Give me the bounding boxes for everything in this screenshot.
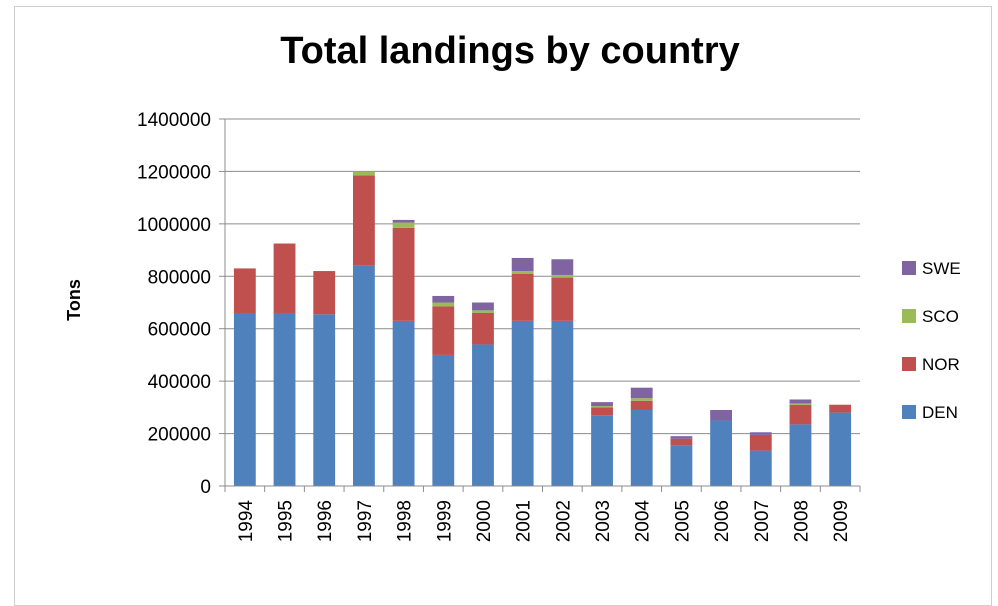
chart-title: Total landings by country (280, 30, 740, 72)
bar-sco-2004 (630, 398, 653, 401)
bar-den-2007 (749, 450, 772, 486)
bar-nor-1998 (392, 227, 415, 321)
bar-den-2009 (829, 412, 852, 486)
bar-nor-2001 (511, 273, 534, 321)
bar-sco-1997 (352, 171, 375, 176)
x-tick-label: 2002 (553, 500, 574, 542)
y-axis-label: Tons (64, 279, 84, 321)
x-tick-label: 2003 (593, 500, 614, 542)
y-tick-label: 1000000 (137, 215, 211, 236)
bar-den-2003 (591, 415, 613, 486)
x-tick-label: 1999 (434, 500, 455, 542)
bar-den-2002 (551, 320, 574, 486)
bar-nor-2005 (670, 438, 693, 446)
bar-nor-2002 (551, 277, 574, 321)
y-tick-label: 0 (200, 477, 211, 498)
legend-label-den: DEN (922, 403, 958, 422)
bar-nor-2007 (749, 434, 772, 451)
x-tick-label: 1997 (355, 500, 376, 542)
bar-den-2004 (630, 409, 653, 486)
bar-nor-1995 (273, 243, 296, 313)
bar-sco-2002 (551, 274, 574, 278)
legend-swatch-den (902, 405, 916, 419)
x-tick-label: 2006 (712, 500, 733, 542)
x-tick-labels: 1994 1995 1996 1997 1998 1999 2000 2001 2002 2003… (236, 500, 852, 543)
bar-den-2000 (472, 344, 494, 486)
bar-den-2008 (789, 424, 812, 486)
bar-den-2001 (511, 320, 534, 486)
bar-sco-2001 (511, 271, 534, 274)
bar-nor-1999 (432, 306, 455, 355)
bar-swe-2006 (710, 409, 733, 421)
bar-nor-2004 (630, 400, 653, 410)
bar-nor-2009 (829, 404, 852, 413)
bar-swe-2000 (472, 302, 494, 311)
x-tick-label: 1994 (236, 500, 257, 543)
bar-den-2005 (670, 445, 693, 486)
x-tick-label: 1996 (315, 500, 336, 542)
bar-swe-1998 (392, 219, 415, 223)
x-tick-label: 2000 (474, 500, 495, 542)
bar-sco-2008 (789, 403, 812, 405)
bar-sco-1999 (432, 302, 455, 307)
y-tick-label: 600000 (148, 320, 211, 341)
bar-sco-2000 (472, 310, 494, 313)
legend-swatch-sco (902, 309, 916, 323)
bar-swe-2008 (789, 399, 812, 404)
x-tick-label: 2001 (514, 500, 535, 542)
bar-swe-2001 (511, 257, 534, 272)
x-tick-label: 2005 (672, 500, 693, 542)
bar-den-1996 (313, 314, 336, 486)
bar-den-1995 (273, 312, 296, 486)
bar-den-1998 (392, 320, 415, 486)
bar-den-2006 (710, 420, 733, 486)
axes (224, 119, 861, 492)
bar-swe-2003 (591, 402, 613, 407)
bar-nor-1997 (352, 175, 375, 266)
bar-nor-1994 (233, 268, 256, 313)
bar-swe-2004 (630, 387, 653, 399)
bar-nor-2008 (789, 404, 812, 425)
legend-swatch-nor (902, 357, 916, 371)
legend: SWE SCO NOR DEN (902, 259, 961, 422)
x-tick-label: 1998 (395, 500, 416, 542)
y-tick-label: 400000 (148, 372, 211, 393)
bar-nor-2003 (591, 407, 613, 416)
x-tick-label: 2004 (633, 500, 654, 543)
bar-sco-2003 (591, 406, 613, 408)
bar-den-1994 (233, 312, 256, 486)
bar-sco-1998 (392, 222, 415, 228)
y-tick-labels: 0 200000 400000 600000 800000 1000000 1200000 1… (137, 110, 211, 498)
legend-label-nor: NOR (922, 355, 960, 374)
x-tick-label: 2008 (791, 500, 812, 542)
bar-swe-2007 (749, 432, 772, 435)
y-tick-label: 1200000 (137, 162, 211, 183)
bar-den-1997 (352, 265, 375, 486)
y-tick-label: 1400000 (137, 110, 211, 131)
x-tick-label: 2007 (752, 500, 773, 542)
bar-nor-2000 (472, 312, 494, 345)
legend-swatch-swe (902, 261, 916, 275)
legend-label-sco: SCO (922, 307, 959, 326)
bar-swe-2002 (551, 259, 574, 275)
stacked-bar-chart: 0 200000 400000 600000 800000 1000000 1200000 1… (64, 110, 961, 543)
bars (233, 171, 852, 486)
bar-swe-1999 (432, 295, 455, 303)
x-tick-label: 2009 (831, 500, 852, 542)
x-tick-label: 1995 (276, 500, 297, 542)
bar-swe-2005 (670, 436, 693, 439)
bar-nor-1996 (313, 271, 336, 315)
bar-den-1999 (432, 354, 455, 486)
y-tick-label: 200000 (148, 425, 211, 446)
legend-label-swe: SWE (922, 259, 961, 278)
y-tick-label: 800000 (148, 267, 211, 288)
chart-frame (14, 6, 992, 606)
